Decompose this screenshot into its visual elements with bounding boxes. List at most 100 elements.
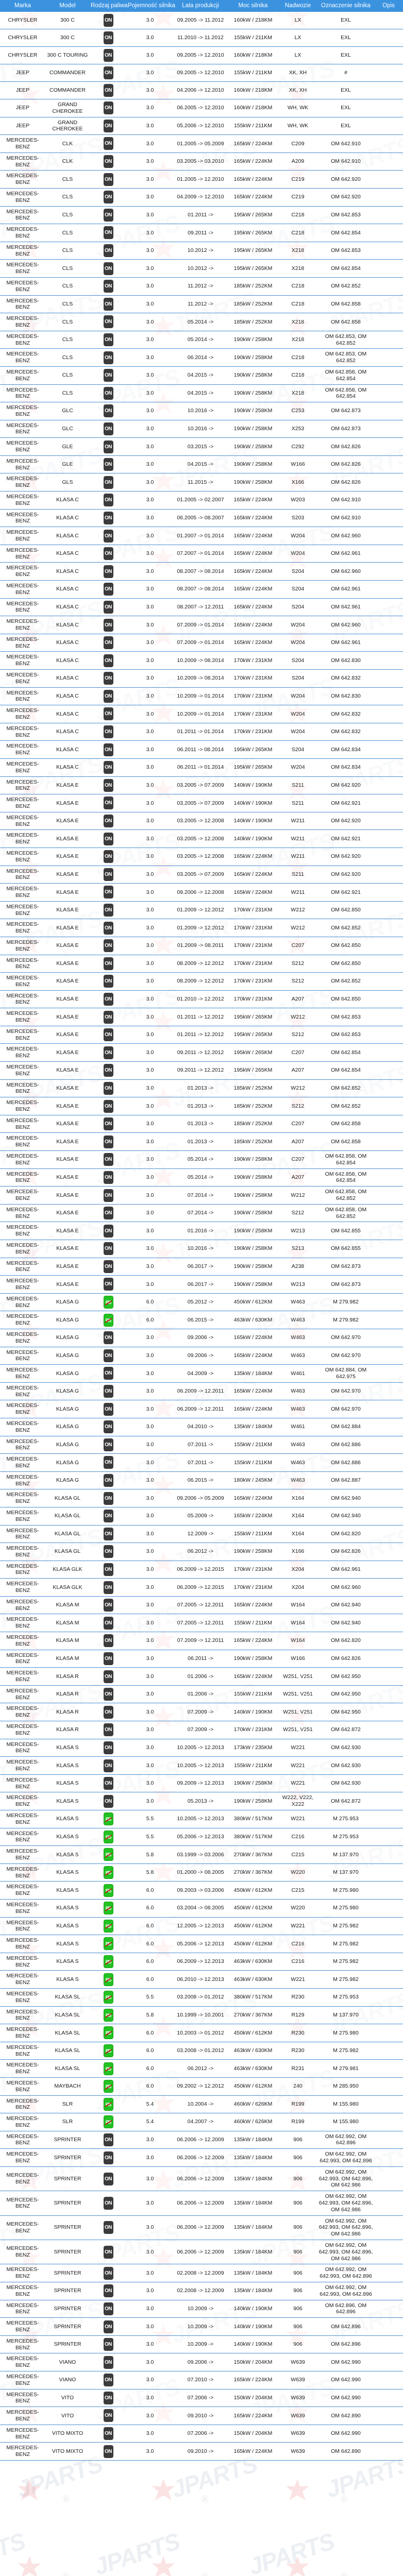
table-row[interactable]: JEEP COMMANDER ON 3.0 04.2006 -> 12.2010 160k… [0, 81, 403, 99]
table-row[interactable]: MERCEDES-BENZ VITO ON 3.0 07.2006 -> 150kW / … [0, 2388, 403, 2407]
table-row[interactable]: MERCEDES-BENZ KLASA E ON 3.0 09.2011 -> 12.2… [0, 1043, 403, 1062]
table-row[interactable]: MERCEDES-BENZ KLASA GLK ON 3.0 06.2009 -> 12… [0, 1578, 403, 1597]
table-row[interactable]: MERCEDES-BENZ KLASA R ON 3.0 01.2006 -> 165kW… [0, 1667, 403, 1686]
table-row[interactable]: MERCEDES-BENZ KLASA S ON 3.0 09.2009 -> 12.2… [0, 1774, 403, 1792]
table-row[interactable]: MERCEDES-BENZ KLASA GL ON 3.0 12.2009 -> 155k… [0, 1524, 403, 1543]
table-row[interactable]: MERCEDES-BENZ GLC ON 3.0 10.2016 -> 190kW / 2… [0, 402, 403, 420]
table-row[interactable]: MERCEDES-BENZ KLASA E ON 3.0 01.2013 -> 185kW… [0, 1079, 403, 1097]
column-header-opis[interactable]: Opis [374, 0, 403, 12]
table-row[interactable]: MERCEDES-BENZ KLASA G ON 3.0 07.2011 -> 155kW… [0, 1435, 403, 1454]
table-row[interactable]: MERCEDES-BENZ KLASA C ON 3.0 10.2009 -> 01.2… [0, 687, 403, 705]
table-row[interactable]: MERCEDES-BENZ KLASA E ON 3.0 09.2006 -> 12.2… [0, 883, 403, 902]
column-header-moc-silnika[interactable]: Moc silnika [228, 0, 278, 12]
table-row[interactable]: MERCEDES-BENZ KLASA GL ON 3.0 06.2012 -> 190k… [0, 1543, 403, 1561]
table-row[interactable]: MERCEDES-BENZ KLASA E ON 3.0 08.2009 -> 12.2… [0, 972, 403, 991]
table-row[interactable]: MERCEDES-BENZ VITO MIXTO ON 3.0 09.2010 -> 16… [0, 2442, 403, 2461]
table-row[interactable]: MERCEDES-BENZSLRPB5.404.2007 ->460kW / 6… [0, 2113, 403, 2131]
table-row[interactable]: MERCEDES-BENZ SPRINTER ON 3.0 06.2006 -> 12.… [0, 2191, 403, 2216]
table-row[interactable]: MERCEDES-BENZ KLASA S ON 3.0 10.2005 -> 12.2… [0, 1756, 403, 1775]
table-row[interactable]: MERCEDES-BENZ KLASA E ON 3.0 03.2005 -> 07.2… [0, 794, 403, 812]
table-row[interactable]: MERCEDES-BENZ CLS ON 3.0 09.2011 -> 195kW / 2… [0, 224, 403, 242]
table-row[interactable]: MERCEDES-BENZ KLASA C ON 3.0 10.2009 -> 01.2… [0, 705, 403, 723]
table-row[interactable]: MERCEDES-BENZ KLASA E ON 3.0 01.2011 -> 12.2… [0, 1025, 403, 1044]
table-row[interactable]: MERCEDES-BENZ SPRINTER ON 3.0 06.2006 -> 12.… [0, 2215, 403, 2240]
table-row[interactable]: MERCEDES-BENZ KLASA E ON 3.0 05.2014 -> 190kW… [0, 1150, 403, 1169]
table-row[interactable]: MERCEDES-BENZ KLASA R ON 3.0 07.2009 -> 170kW… [0, 1721, 403, 1739]
table-row[interactable]: MERCEDES-BENZ KLASA E ON 3.0 10.2016 -> 190kW… [0, 1240, 403, 1258]
table-row[interactable]: MERCEDES-BENZ KLASA E ON 3.0 01.2009 -> 12.2… [0, 901, 403, 919]
table-row[interactable]: MERCEDES-BENZ KLASA G ON 3.0 04.2009 -> 135kW… [0, 1364, 403, 1383]
table-row[interactable]: MERCEDES-BENZ KLASA C ON 3.0 01.2007 -> 01.2… [0, 527, 403, 545]
table-row[interactable]: MERCEDES-BENZ KLASA G ON 3.0 06.2009 -> 12.2… [0, 1400, 403, 1418]
table-row[interactable]: MERCEDES-BENZ CLS ON 3.0 04.2015 -> 190kW / 2… [0, 366, 403, 384]
table-row[interactable]: MERCEDES-BENZ KLASA C ON 3.0 01.2005 -> 02.2… [0, 491, 403, 510]
table-row[interactable]: MERCEDES-BENZ KLASA C ON 3.0 07.2009 -> 01.2… [0, 633, 403, 652]
table-row[interactable]: MERCEDES-BENZ KLASA E ON 3.0 08.2009 -> 12.2… [0, 954, 403, 973]
table-row[interactable]: MERCEDES-BENZ VIANO ON 3.0 09.2006 -> 150kW /… [0, 2353, 403, 2371]
table-row[interactable]: MERCEDES-BENZ CLS ON 3.0 06.2014 -> 190kW / 2… [0, 348, 403, 367]
table-row[interactable]: MERCEDES-BENZ CLS ON 3.0 04.2015 -> 190kW / 2… [0, 384, 403, 402]
table-row[interactable]: CHRYSLER 300 C TOURING ON 3.0 09.2005 -> 12.… [0, 46, 403, 64]
table-row[interactable]: MERCEDES-BENZ KLASA E ON 3.0 06.2017 -> 190kW… [0, 1275, 403, 1294]
table-row[interactable]: MERCEDES-BENZ KLASA E ON 3.0 01.2013 -> 185kW… [0, 1132, 403, 1151]
table-row[interactable]: MERCEDES-BENZ KLASA E ON 3.0 03.2005 -> 12.2… [0, 811, 403, 830]
table-row[interactable]: MERCEDES-BENZ KLASA C ON 3.0 07.2009 -> 01.2… [0, 616, 403, 634]
table-row[interactable]: MERCEDES-BENZ KLASA G ON 3.0 09.2006 -> 165kW… [0, 1328, 403, 1347]
column-header-nadwozie[interactable]: Nadwozie [278, 0, 317, 12]
table-row[interactable]: MERCEDES-BENZ KLASA E ON 3.0 01.2013 -> 185kW… [0, 1097, 403, 1115]
table-row[interactable]: MERCEDES-BENZ KLASA E ON 3.0 01.2011 -> 12.2… [0, 1008, 403, 1026]
table-row[interactable]: MERCEDES-BENZ CLS ON 3.0 04.2009 -> 12.2010 1… [0, 188, 403, 207]
table-row[interactable]: MERCEDES-BENZ SPRINTER ON 3.0 06.2006 -> 12.… [0, 2130, 403, 2149]
column-header-lata-produkcji[interactable]: Lata produkcji [173, 0, 228, 12]
table-row[interactable]: MERCEDES-BENZ CLK ON 3.0 01.2005 -> 05.2009 1… [0, 134, 403, 153]
table-row[interactable]: MERCEDES-BENZ KLASA E ON 3.0 03.2005 -> 07.2… [0, 776, 403, 794]
table-row[interactable]: MERCEDES-BENZ KLASA E ON 3.0 06.2017 -> 190kW… [0, 1257, 403, 1276]
table-row[interactable]: MERCEDES-BENZ KLASA E ON 3.0 01.2010 -> 12.2… [0, 990, 403, 1008]
table-row[interactable]: MERCEDES-BENZMAYBACHPB6.009.2002 -> 12.2… [0, 2077, 403, 2095]
table-row[interactable]: MERCEDES-BENZ KLASA E ON 3.0 07.2014 -> 190kW… [0, 1204, 403, 1222]
table-row[interactable]: MERCEDES-BENZ CLS ON 3.0 11.2012 -> 185kW / 2… [0, 277, 403, 296]
table-row[interactable]: MERCEDES-BENZ KLASA E ON 3.0 01.2016 -> 190kW… [0, 1222, 403, 1240]
table-row[interactable]: JEEP GRAND CHEROKEE ON 3.0 05.2006 -> 12.201… [0, 116, 403, 135]
column-header-pojemnosc-silnika[interactable]: Pojemność silnika [127, 0, 175, 12]
table-row[interactable]: MERCEDES-BENZ KLASA GLK ON 3.0 06.2009 -> 12… [0, 1560, 403, 1579]
table-row[interactable]: MERCEDES-BENZ KLASA C ON 3.0 10.2009 -> 08.2… [0, 651, 403, 670]
table-row[interactable]: MERCEDES-BENZSLRPB5.410.2004 ->460kW / 6… [0, 2095, 403, 2113]
table-row[interactable]: MERCEDES-BENZ SPRINTER ON 3.0 06.2006 -> 12.… [0, 2148, 403, 2167]
table-row[interactable]: MERCEDES-BENZ KLASA M ON 3.0 07.2009 -> 12.2… [0, 1632, 403, 1650]
table-row[interactable]: MERCEDES-BENZ CLS ON 3.0 10.2012 -> 195kW / 2… [0, 259, 403, 278]
table-row[interactable]: MERCEDES-BENZ KLASA E ON 3.0 03.2005 -> 12.2… [0, 847, 403, 866]
table-row[interactable]: MERCEDES-BENZ KLASA G ON 3.0 09.2006 -> 165kW… [0, 1346, 403, 1365]
table-row[interactable]: MERCEDES-BENZ KLASA R ON 3.0 07.2009 -> 140kW… [0, 1703, 403, 1721]
table-row[interactable]: MERCEDES-BENZ SPRINTER ON 3.0 06.2006 -> 12.… [0, 2166, 403, 2191]
table-row[interactable]: MERCEDES-BENZ CLK ON 3.0 03.2005 -> 03.2010 1… [0, 152, 403, 171]
table-row[interactable]: MERCEDES-BENZ KLASA C ON 3.0 08.2007 -> 08.2… [0, 562, 403, 581]
table-row[interactable]: MERCEDES-BENZ SPRINTER ON 3.0 10.2009 -> 140k… [0, 2299, 403, 2318]
table-row[interactable]: MERCEDES-BENZ KLASA G ON 3.0 04.2010 -> 135kW… [0, 1417, 403, 1436]
table-row[interactable]: MERCEDES-BENZ SPRINTER ON 3.0 02.2008 -> 12.… [0, 2264, 403, 2282]
table-row[interactable]: MERCEDES-BENZ GLE ON 3.0 03.2015 -> 190kW / 2… [0, 437, 403, 456]
table-row[interactable]: MERCEDES-BENZ VIANO ON 3.0 07.2010 -> 165kW /… [0, 2371, 403, 2389]
table-row[interactable]: MERCEDES-BENZ SPRINTER ON 3.0 10.2009 -> 140k… [0, 2335, 403, 2353]
table-row[interactable]: MERCEDES-BENZ KLASA M ON 3.0 06.2011 -> 190kW… [0, 1649, 403, 1668]
table-row[interactable]: MERCEDES-BENZ CLS ON 3.0 01.2005 -> 12.2010 1… [0, 170, 403, 189]
table-row[interactable]: MERCEDES-BENZ GLS ON 3.0 11.2015 -> 190kW / 2… [0, 473, 403, 492]
table-row[interactable]: MERCEDES-BENZ KLASA S ON 3.0 05.2013 -> 190kW… [0, 1792, 403, 1810]
table-row[interactable]: MERCEDES-BENZ KLASA C ON 3.0 10.2009 -> 08.2… [0, 669, 403, 688]
column-header-oznaczenie-silnika[interactable]: Oznaczenie silnika [317, 0, 374, 12]
table-row[interactable]: MERCEDES-BENZ VITO ON 3.0 09.2010 -> 165kW / … [0, 2406, 403, 2425]
column-header-rodzaj-paliwa[interactable]: Rodzaj paliwa [90, 0, 128, 12]
table-row[interactable]: MERCEDES-BENZ KLASA GL ON 3.0 05.2009 -> 165k… [0, 1506, 403, 1525]
table-row[interactable]: MERCEDES-BENZ KLASA E ON 3.0 03.2005 -> 12.2… [0, 829, 403, 848]
